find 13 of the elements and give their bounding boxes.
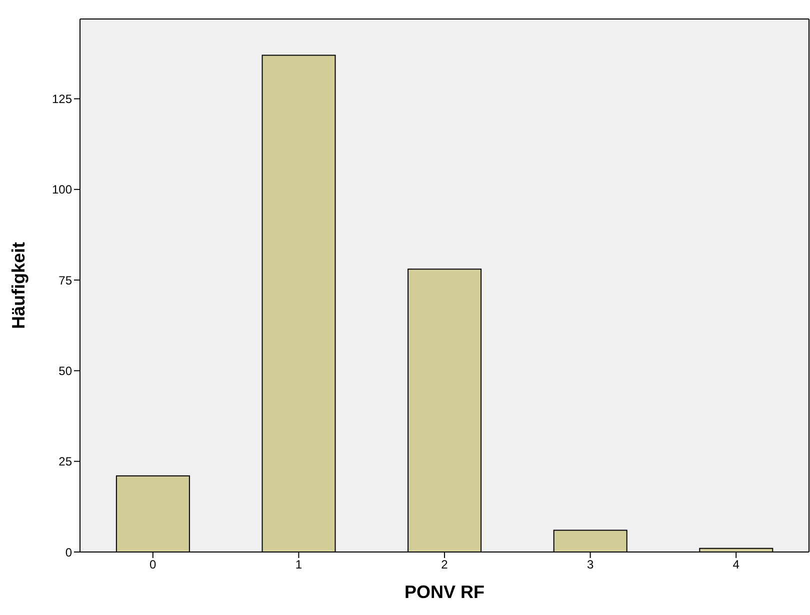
y-tick-label: 50 bbox=[58, 364, 72, 378]
x-tick-label: 1 bbox=[295, 558, 302, 572]
x-tick-label: 3 bbox=[586, 558, 594, 572]
y-tick-label: 100 bbox=[52, 182, 72, 197]
y-tick-label: 75 bbox=[58, 273, 72, 288]
y-axis-title: Häufigkeit bbox=[8, 242, 28, 330]
x-axis-title: PONV RF bbox=[404, 582, 485, 602]
x-tick-label: 4 bbox=[732, 558, 740, 572]
x-tick-label: 2 bbox=[441, 558, 448, 572]
x-tick-label: 0 bbox=[150, 558, 157, 572]
y-tick-label: 25 bbox=[58, 454, 72, 469]
y-tick-label: 125 bbox=[52, 92, 72, 106]
y-tick-label: 0 bbox=[65, 545, 72, 560]
